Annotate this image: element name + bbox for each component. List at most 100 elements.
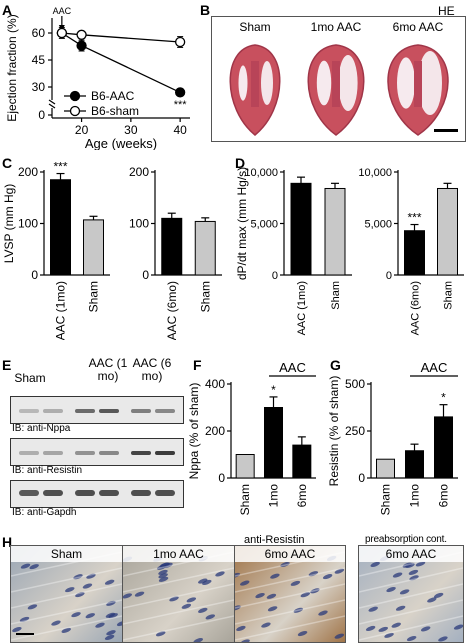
nucleus (186, 597, 197, 603)
category-label: AAC (6mo) (165, 281, 179, 340)
nucleus (384, 632, 394, 638)
bar-chart-nppa: 0 200 400 Sham 1mo 6mo * Nppa (% of sham) AAC (187, 360, 316, 515)
fiber-line (11, 567, 122, 593)
nucleus (29, 564, 39, 570)
histology-panel: Sham 1mo AAC 6mo AAC (211, 16, 466, 142)
y-tick-label: 5,000 (250, 219, 278, 231)
panel-letter-f: F (193, 357, 202, 373)
blot-band (19, 490, 39, 496)
ihc-image-label: 6mo AAC (235, 546, 345, 562)
nucleus (427, 597, 437, 603)
category-label: Sham (238, 484, 252, 515)
x-tick-label: 40 (173, 123, 187, 137)
nucleus (27, 604, 38, 610)
y-tick-label: 100 (129, 217, 149, 231)
bar-charts-lvsp: 0 100 200 AAC (1mo) Sham *** LVSP (mm Hg) 0 100 2… (2, 160, 222, 340)
ihc-image-label: Sham (11, 546, 122, 562)
panel-letter-b: B (200, 2, 211, 18)
fiber-line (11, 583, 122, 609)
nucleus (370, 561, 380, 567)
fiber-line (123, 615, 234, 641)
right-ventricle-cavity (316, 60, 332, 106)
nucleus (409, 575, 419, 581)
ihc-image-label: 1mo AAC (123, 546, 234, 562)
blot-band (155, 409, 175, 413)
panel-letter-e: E (2, 357, 12, 373)
left-ventricle-cavity (261, 61, 273, 105)
fiber-line (235, 615, 345, 641)
nucleus (334, 568, 345, 574)
y-axis-label: LVSP (mm Hg) (2, 184, 16, 264)
nucleus (293, 607, 304, 613)
category-label: 1mo (267, 484, 281, 508)
nucleus (433, 592, 444, 598)
axis-break-mark (48, 99, 56, 105)
category-label: Sham (198, 281, 212, 312)
ihc-image: 6mo AAC (234, 545, 346, 643)
right-ventricle-cavity (397, 57, 415, 109)
panel-letter-a: A (2, 2, 13, 18)
bar (324, 187, 346, 276)
nucleus (395, 605, 406, 611)
nucleus (134, 591, 145, 597)
nucleus (391, 622, 401, 628)
data-point (174, 87, 186, 98)
data-point (174, 36, 186, 48)
y-axis-label: Ejection fraction (%) (5, 14, 19, 121)
nucleus (116, 621, 122, 627)
legend-marker (69, 90, 81, 102)
ihc-panel: Sham 1mo AAC 6mo AAC 6mo AAC (0, 545, 468, 643)
nucleus (368, 606, 378, 612)
nucleus (280, 561, 290, 568)
histology-label: Sham (239, 20, 271, 34)
nucleus (20, 563, 31, 569)
nucleus (205, 614, 216, 620)
nucleus (399, 589, 410, 595)
blot-band (75, 451, 95, 455)
line-chart-ejection-fraction: 60 45 30 0 20 30 40 Age (weeks) Ejection fractio… (5, 6, 190, 150)
nucleus (255, 593, 265, 599)
bar (194, 220, 216, 276)
septum (332, 61, 340, 107)
nucleus (197, 578, 208, 584)
ihc-image-label: 6mo AAC (359, 546, 463, 562)
bar (404, 230, 425, 276)
nucleus (318, 610, 328, 616)
nucleus (365, 625, 376, 632)
blot-band (99, 490, 119, 496)
blot-lane-label: Sham (14, 371, 46, 385)
legend-label: B6-AAC (91, 89, 135, 103)
y-tick-label: 0 (38, 108, 45, 122)
nucleus (51, 620, 61, 626)
significance-label: *** (174, 99, 188, 111)
y-tick-label: 45 (32, 53, 46, 67)
nucleus (104, 579, 115, 585)
nucleus (95, 622, 105, 628)
nucleus (155, 631, 166, 637)
data-point (76, 29, 87, 40)
category-label: AAC (6mo) (410, 281, 422, 335)
nucleus (73, 574, 83, 580)
nuclei-pattern (11, 551, 122, 641)
bar (264, 407, 283, 479)
fiber-line (123, 599, 234, 625)
blot-lane-label: AAC (6 mo) (132, 356, 172, 383)
nucleus (408, 569, 419, 575)
blot-band (131, 451, 151, 455)
blot-band (75, 490, 95, 496)
bar (405, 450, 424, 479)
nucleus (104, 634, 115, 640)
y-axis-label: Nppa (% of sham) (187, 383, 201, 480)
group-label: AAC (421, 360, 448, 375)
nucleus (12, 627, 22, 633)
category-label: AAC (1mo) (54, 281, 68, 340)
nucleus (406, 636, 417, 642)
nucleus (392, 572, 403, 578)
bar-charts-dpdt: 0 5,000 10,000 AAC (1mo) Sham dP/dt max (mm H… (235, 167, 464, 335)
nucleus (386, 586, 396, 593)
y-tick-label: 0 (218, 471, 225, 485)
ihc-group-title: anti-Resistin (244, 534, 305, 546)
nucleus (261, 622, 271, 628)
fiber-line (11, 615, 122, 641)
blot-band (131, 409, 151, 413)
